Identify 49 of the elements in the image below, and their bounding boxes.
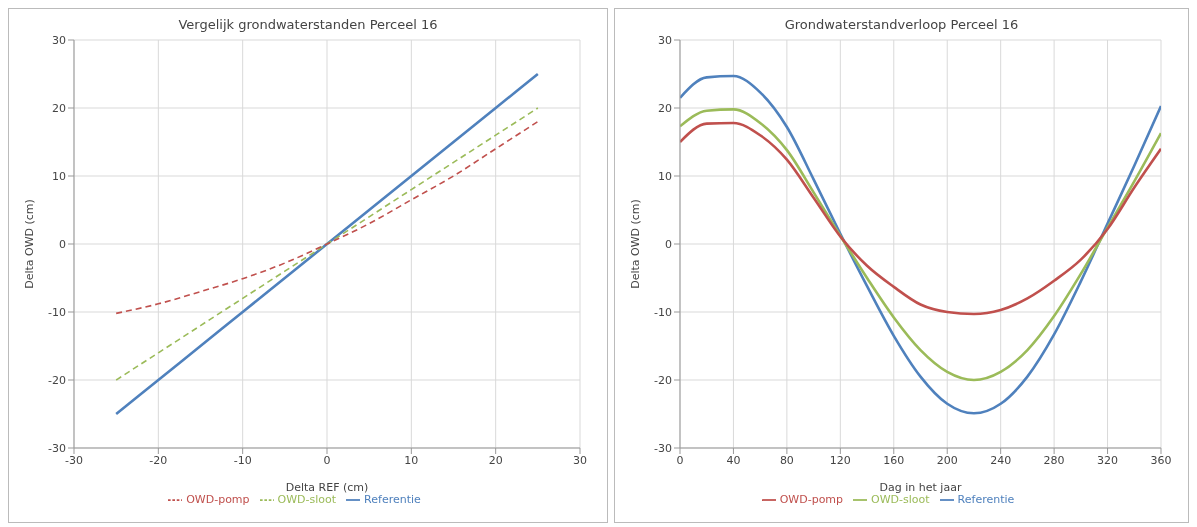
x-tick-label: 280 [1043, 453, 1065, 467]
x-tick-label: 320 [1097, 453, 1119, 467]
y-axis-title: Delta OWD (cm) [22, 199, 36, 289]
y-tick-label: 30 [658, 33, 672, 47]
x-tick-label: 200 [936, 453, 958, 467]
line-series [114, 72, 540, 416]
y-tick-label: 20 [52, 101, 66, 115]
x-tick-label: 40 [726, 453, 741, 467]
y-tick-label: 0 [59, 237, 66, 251]
line-series [680, 108, 1161, 382]
x-axis-title: Dag in het jaar [879, 481, 962, 494]
y-tick-label: -20 [48, 373, 66, 387]
y-tick-label: 20 [658, 101, 672, 115]
chart-title: Vergelijk grondwaterstanden Perceel 16 [177, 17, 439, 32]
y-tick-label: 30 [52, 33, 66, 47]
y-tick-label: 0 [665, 237, 672, 251]
x-tick-label: -30 [65, 453, 83, 467]
legend-label: OWD-pomp [186, 493, 250, 506]
line-series [115, 120, 539, 315]
legend-label: Referentie [957, 493, 1015, 506]
x-tick-label: 0 [676, 453, 684, 467]
y-tick-label: -20 [654, 373, 672, 387]
x-tick-label: -20 [149, 453, 168, 467]
x-tick-label: 80 [779, 453, 794, 467]
y-tick-label: 10 [52, 169, 66, 183]
legend-label: OWD-sloot [277, 493, 337, 506]
y-tick-label: -30 [654, 441, 672, 455]
y-axis-title: Delta OWD (cm) [628, 199, 642, 289]
line-series [115, 107, 539, 381]
x-tick-label: 20 [488, 453, 503, 467]
x-axis-title: Delta REF (cm) [285, 481, 369, 494]
y-tick-label: -10 [654, 305, 672, 319]
line-series [680, 74, 1161, 415]
legend-label: OWD-pomp [779, 493, 844, 506]
x-tick-label: 30 [573, 453, 587, 467]
x-tick-label: 120 [829, 453, 851, 467]
x-tick-label: 0 [323, 453, 331, 467]
chart-title: Grondwaterstandverloop Perceel 16 [783, 17, 1020, 32]
legend-label: Referentie [364, 493, 421, 506]
y-tick-label: -30 [48, 441, 66, 455]
legend-label: OWD-sloot [871, 493, 930, 506]
line-series [680, 121, 1161, 316]
x-tick-label: 160 [883, 453, 905, 467]
x-tick-label: -10 [233, 453, 252, 467]
x-tick-label: 360 [1150, 453, 1172, 467]
x-tick-label: 240 [990, 453, 1012, 467]
y-tick-label: 10 [658, 169, 672, 183]
x-tick-label: 10 [404, 453, 419, 467]
y-tick-label: -10 [48, 305, 66, 319]
